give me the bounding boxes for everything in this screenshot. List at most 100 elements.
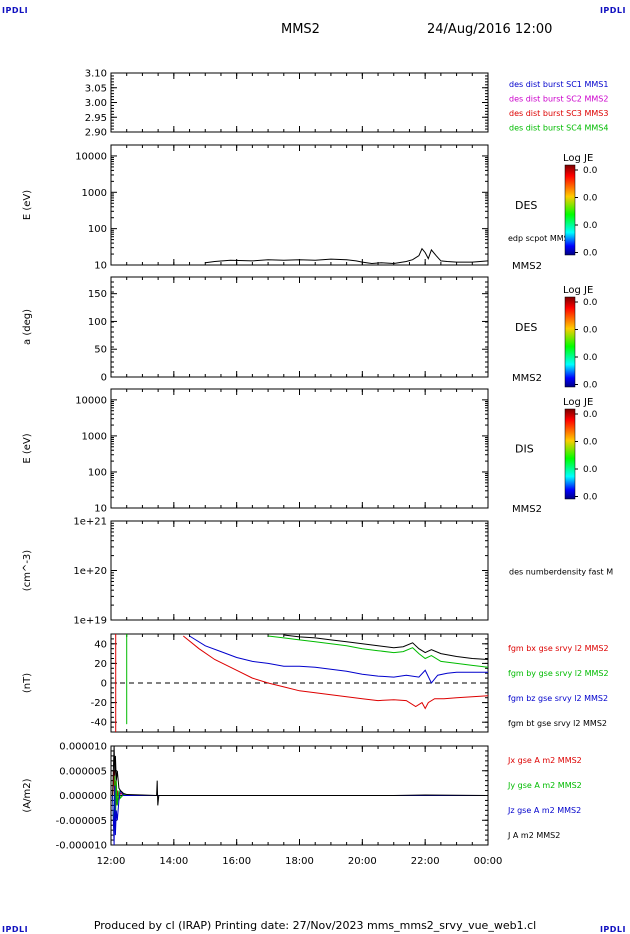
x-tick-label: 16:00 bbox=[222, 856, 251, 867]
colorbar bbox=[564, 408, 576, 500]
y-tick-label: 3.10 bbox=[85, 69, 107, 80]
series-label: edp scpot MMS2 bbox=[508, 234, 574, 243]
y-tick-label: -40 bbox=[91, 718, 107, 729]
y-tick-label: 10000 bbox=[75, 151, 107, 162]
series-line bbox=[283, 634, 488, 660]
y-tick-label: 3.00 bbox=[85, 98, 107, 109]
y-tick-label: 1e+20 bbox=[73, 566, 107, 577]
series-label: fgm bt gse srvy l2 MMS2 bbox=[508, 719, 607, 728]
series-line bbox=[189, 635, 488, 684]
colorbar-tick-label: 0.0 bbox=[583, 326, 598, 336]
x-tick-label: 18:00 bbox=[285, 856, 314, 867]
x-tick-label: 22:00 bbox=[411, 856, 440, 867]
x-tick-label: 12:00 bbox=[97, 856, 126, 867]
panel-current-density: 0.000010 0.000005 0.000000 -0.000005 -0.0000… bbox=[22, 742, 582, 852]
series-label: Jx gse A m2 MMS2 bbox=[507, 756, 582, 765]
y-tick-label: 40 bbox=[94, 639, 107, 650]
series-line bbox=[112, 785, 488, 845]
series-label: J A m2 MMS2 bbox=[507, 831, 560, 840]
y-axis-label: (cm^-3) bbox=[22, 550, 33, 591]
y-tick-label: 100 bbox=[88, 317, 107, 328]
instrument-label: DES bbox=[515, 321, 537, 334]
y-tick-label: 50 bbox=[94, 345, 107, 356]
y-tick-label: -0.000010 bbox=[56, 841, 107, 852]
series-label: fgm by gse srvy l2 MMS2 bbox=[508, 669, 609, 678]
y-tick-label: 1e+21 bbox=[73, 517, 107, 528]
y-tick-label: 10 bbox=[94, 261, 107, 272]
panel-frame bbox=[110, 520, 489, 621]
y-axis-label: (A/m2) bbox=[22, 778, 33, 812]
colorbar-tick-label: 0.0 bbox=[583, 493, 598, 503]
y-tick-label: 1e+19 bbox=[73, 616, 107, 627]
series-line bbox=[112, 746, 488, 806]
footer-credits: Produced by cl (IRAP) Printing date: 27/… bbox=[93, 919, 537, 932]
legend-entry: des numberdensity fast M bbox=[509, 568, 613, 577]
y-tick-label: 150 bbox=[88, 289, 107, 300]
series-label: Jy gse A m2 MMS2 bbox=[507, 781, 582, 790]
y-tick-label: 0.000005 bbox=[59, 766, 107, 777]
panel-des-energy: 10000 1000 100 10 E (eV) DES MMS2 edp scpot MMS… bbox=[22, 144, 598, 272]
spacecraft-label: MMS2 bbox=[512, 373, 542, 384]
colorbar-tick-label: 0.0 bbox=[583, 298, 598, 308]
y-tick-label: 2.95 bbox=[85, 113, 107, 124]
y-axis-label: (nT) bbox=[22, 673, 33, 693]
y-axis-label: a (deg) bbox=[22, 309, 33, 345]
spacecraft-title: MMS2 bbox=[281, 22, 320, 37]
y-tick-label: -0.000005 bbox=[56, 816, 107, 827]
series-line bbox=[112, 770, 488, 826]
y-tick-label: 3.05 bbox=[85, 83, 107, 94]
series-label: Jz gse A m2 MMS2 bbox=[507, 806, 581, 815]
colorbar-tick-label: 0.0 bbox=[583, 221, 598, 231]
y-tick-label: 10 bbox=[94, 504, 107, 515]
y-axis-label: E (eV) bbox=[22, 190, 33, 220]
colorbar-label: Log JE bbox=[563, 285, 593, 296]
series-line bbox=[182, 635, 488, 710]
panel-frame bbox=[110, 72, 489, 133]
y-tick-label: 1000 bbox=[82, 431, 107, 442]
y-tick-label: 0 bbox=[101, 679, 107, 690]
panel-frame bbox=[110, 388, 489, 509]
panel-spacecraft-labels: 3.10 3.05 3.00 2.95 2.90 des dist burst SC1 M… bbox=[85, 69, 609, 139]
y-tick-label: 100 bbox=[88, 467, 107, 478]
y-tick-label: 10000 bbox=[75, 395, 107, 406]
y-tick-label: -20 bbox=[91, 698, 107, 709]
instrument-label: DES bbox=[515, 199, 537, 212]
legend-entry: des dist burst SC3 MMS3 bbox=[509, 109, 608, 118]
series-line bbox=[112, 775, 488, 836]
spacecraft-label: MMS2 bbox=[512, 504, 542, 515]
colorbar-tick-label: 0.0 bbox=[583, 194, 598, 204]
y-tick-label: 2.90 bbox=[85, 128, 107, 139]
y-axis-label: E (eV) bbox=[22, 433, 33, 463]
series-line bbox=[205, 247, 488, 265]
corner-logo-bottom-left: IPDLI bbox=[2, 925, 29, 934]
y-tick-label: 1000 bbox=[82, 188, 107, 199]
colorbar-tick-label: 0.0 bbox=[583, 249, 598, 259]
colorbar-tick-label: 0.0 bbox=[583, 465, 598, 475]
y-tick-label: 0.000000 bbox=[59, 791, 107, 802]
legend-entry: des dist burst SC4 MMS4 bbox=[509, 124, 608, 133]
x-tick-label: 00:00 bbox=[474, 856, 503, 867]
colorbar-tick-label: 0.0 bbox=[583, 166, 598, 176]
colorbar-label: Log JE bbox=[563, 153, 593, 164]
y-tick-label: 100 bbox=[88, 224, 107, 235]
panel-magnetic-field: 40 20 0 -20 -40 (nT) fgm bx gse srvy l2 MMS2 fg… bbox=[22, 633, 609, 733]
panel-frame bbox=[110, 276, 489, 378]
series-label: fgm bz gse srvy l2 MMS2 bbox=[508, 694, 608, 703]
series-label: fgm bx gse srvy l2 MMS2 bbox=[508, 644, 609, 653]
colorbar bbox=[564, 296, 576, 388]
panel-des-pitch: 150 100 50 0 a (deg) DES MMS2 Log JE 0.0 0.0 0.0 0.… bbox=[22, 276, 598, 391]
instrument-label: DIS bbox=[515, 443, 534, 456]
panel-density: 1e+21 1e+20 1e+19 (cm^-3) des numberdensity … bbox=[22, 517, 613, 627]
colorbar bbox=[564, 164, 576, 256]
colorbar-tick-label: 0.0 bbox=[583, 353, 598, 363]
corner-logo-top-left: IPDLI bbox=[2, 6, 29, 15]
panel-frame bbox=[110, 144, 489, 266]
panel-dis-energy: 10000 1000 100 10 E (eV) DIS MMS2 Log JE 0.0 0.0 0… bbox=[22, 388, 598, 515]
y-tick-label: 20 bbox=[94, 659, 107, 670]
x-tick-label: 14:00 bbox=[159, 856, 188, 867]
datetime-title: 24/Aug/2016 12:00 bbox=[427, 22, 553, 37]
colorbar-tick-label: 0.0 bbox=[583, 438, 598, 448]
colorbar-tick-label: 0.0 bbox=[583, 410, 598, 420]
spacecraft-label: MMS2 bbox=[512, 261, 542, 272]
